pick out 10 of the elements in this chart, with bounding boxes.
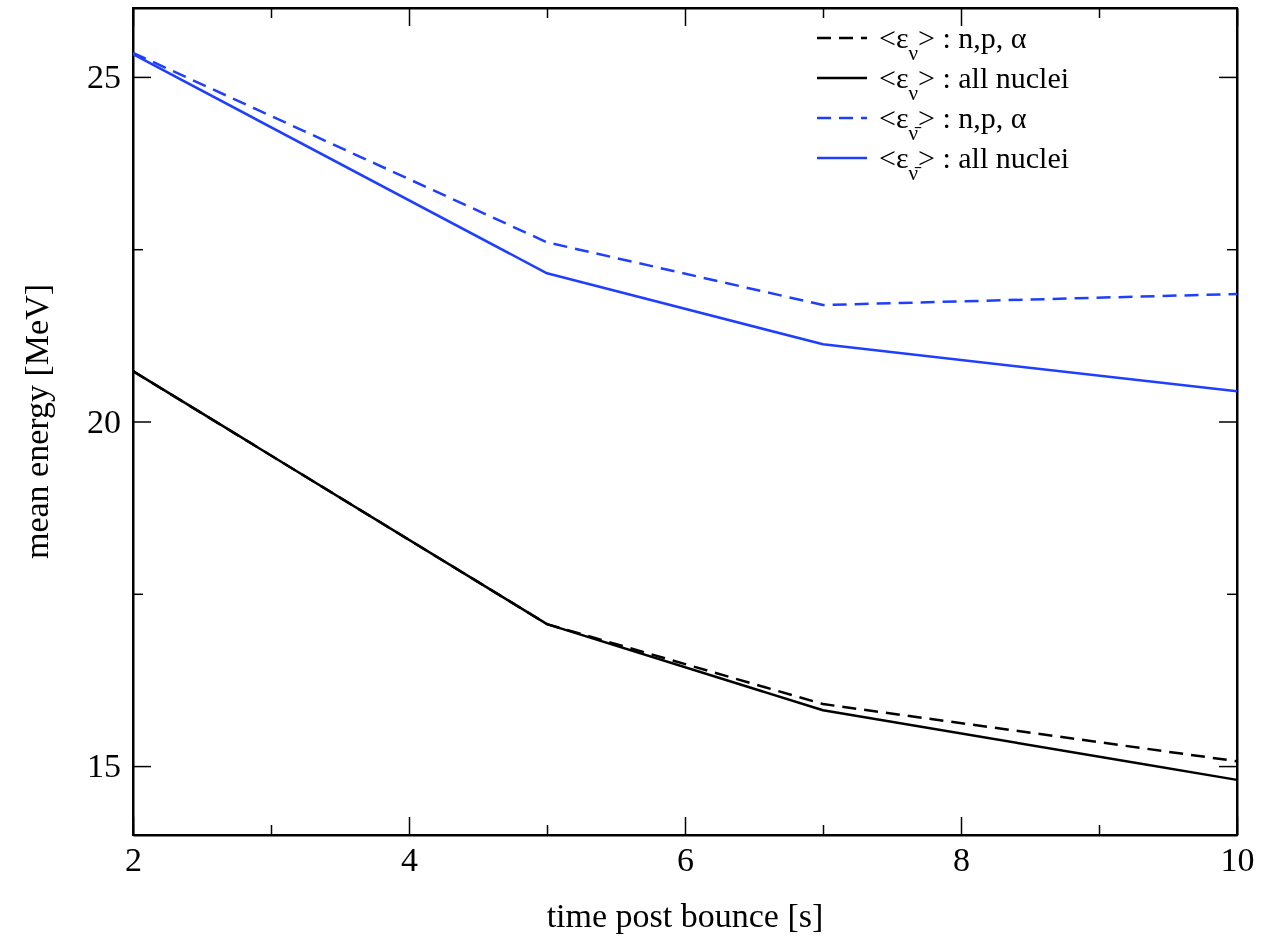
y-tick-label: 15 — [87, 747, 121, 785]
x-tick-label: 2 — [125, 841, 142, 879]
x-tick-label: 4 — [401, 841, 418, 879]
x-axis-title: time post bounce [s] — [546, 897, 824, 934]
y-axis-title: mean energy [MeV] — [18, 283, 55, 560]
y-tick-label: 20 — [87, 402, 121, 440]
x-tick-label: 10 — [1220, 841, 1255, 879]
y-tick-label: 25 — [87, 58, 121, 96]
x-tick-label: 8 — [953, 841, 970, 879]
x-tick-label: 6 — [677, 841, 694, 879]
